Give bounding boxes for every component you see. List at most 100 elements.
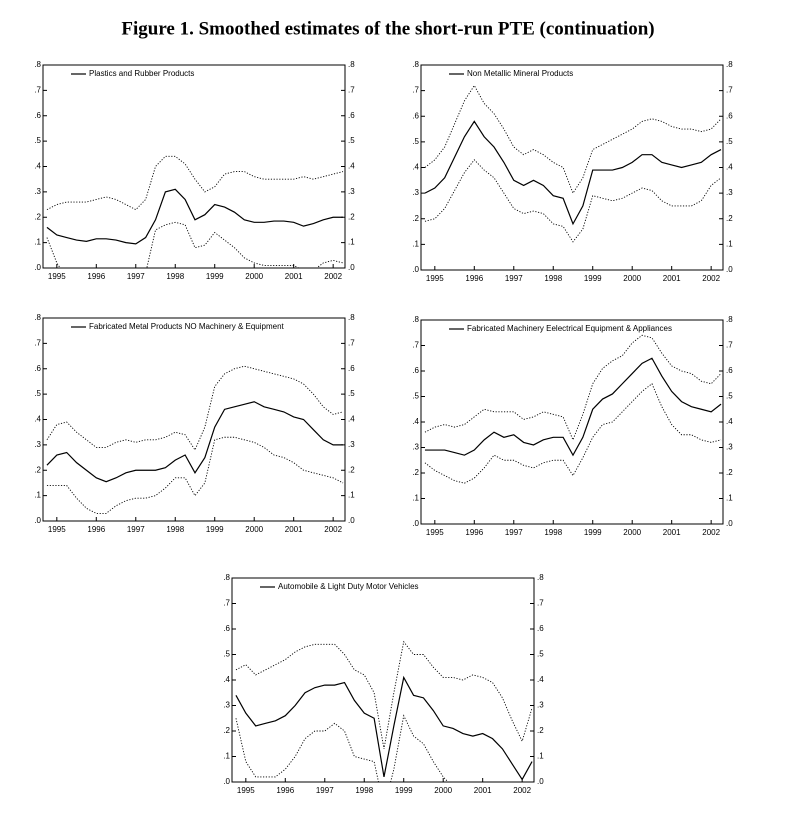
x-tick-label: 1996 <box>276 786 294 795</box>
y2-tick-label: .8 <box>726 60 733 69</box>
y-tick-label: .3 <box>412 443 419 452</box>
y2-tick-label: .1 <box>726 239 733 248</box>
y-tick-label: .1 <box>412 239 419 248</box>
x-tick-label: 1997 <box>505 274 523 283</box>
band-line <box>424 159 722 243</box>
y2-tick-label: .5 <box>348 136 355 145</box>
y-tick-label: .0 <box>223 777 230 786</box>
x-tick-label: 2002 <box>324 272 342 281</box>
y-tick-label: .8 <box>223 573 230 582</box>
x-tick-label: 1998 <box>544 274 562 283</box>
y2-tick-label: .2 <box>537 726 544 735</box>
panel: .0 .1 .2 .3 .4 .5 .6 .7 .8 .0 .1 .2 .3 .4 .5 .6 .7 .8 1995… <box>412 60 733 283</box>
y-tick-label: .0 <box>34 516 41 525</box>
x-tick-label: 1995 <box>426 274 444 283</box>
y-tick-label: .4 <box>34 162 41 171</box>
band-line <box>46 436 344 514</box>
y-tick-label: .4 <box>223 675 230 684</box>
y-tick-label: .6 <box>223 624 230 633</box>
y2-tick-label: .5 <box>726 392 733 401</box>
panel: .0 .1 .2 .3 .4 .5 .6 .7 .8 .0 .1 .2 .3 .4 .5 .6 .7 .8 1995… <box>412 315 733 537</box>
x-tick-label: 2000 <box>245 272 263 281</box>
y-tick-label: .0 <box>412 265 419 274</box>
y2-tick-label: .8 <box>348 313 355 322</box>
legend-label: Fabricated Machinery Eelectrical Equipme… <box>467 324 672 333</box>
y-tick-label: .8 <box>34 60 41 69</box>
plot-frame <box>231 577 535 783</box>
x-tick-label: 2001 <box>663 528 681 537</box>
y2-tick-label: .1 <box>537 752 544 761</box>
x-tick-label: 2002 <box>702 274 720 283</box>
y2-tick-label: .3 <box>726 443 733 452</box>
y2-tick-label: .6 <box>537 624 544 633</box>
y-tick-label: .3 <box>34 187 41 196</box>
y-tick-label: .5 <box>223 650 230 659</box>
x-tick-label: 1999 <box>584 274 602 283</box>
y2-tick-label: .4 <box>348 162 355 171</box>
y2-tick-label: .3 <box>348 440 355 449</box>
legend-label: Plastics and Rubber Products <box>89 69 194 78</box>
y2-tick-label: .3 <box>348 187 355 196</box>
x-tick-label: 2002 <box>702 528 720 537</box>
y2-tick-label: .6 <box>348 364 355 373</box>
y-tick-label: .6 <box>34 364 41 373</box>
legend-label: Non Metallic Mineral Products <box>467 69 573 78</box>
x-tick-label: 1996 <box>465 274 483 283</box>
y2-tick-label: .7 <box>537 599 544 608</box>
y2-tick-label: .3 <box>726 188 733 197</box>
x-tick-label: 2000 <box>623 528 641 537</box>
x-tick-label: 2000 <box>623 274 641 283</box>
y2-tick-label: .1 <box>726 494 733 503</box>
x-tick-label: 2001 <box>474 786 492 795</box>
y-tick-label: .1 <box>34 491 41 500</box>
series-line <box>424 120 722 226</box>
plot-frame <box>420 64 724 271</box>
y-tick-label: .6 <box>34 111 41 120</box>
panel: .0 .1 .2 .3 .4 .5 .6 .7 .8 .0 .1 .2 .3 .4 .5 .6 .7 .8 1995… <box>223 573 544 795</box>
x-tick-label: 1996 <box>465 528 483 537</box>
y2-tick-label: .0 <box>537 777 544 786</box>
x-tick-label: 2002 <box>513 786 531 795</box>
y2-tick-label: .0 <box>726 265 733 274</box>
x-tick-label: 1995 <box>237 786 255 795</box>
y-tick-label: .8 <box>412 315 419 324</box>
y2-tick-label: .7 <box>348 338 355 347</box>
x-tick-label: 2001 <box>285 525 303 534</box>
y-tick-label: .7 <box>34 338 41 347</box>
y2-tick-label: .2 <box>726 214 733 223</box>
y2-tick-label: .7 <box>348 85 355 94</box>
x-tick-label: 1997 <box>127 272 145 281</box>
y-tick-label: .5 <box>412 392 419 401</box>
y2-tick-label: .5 <box>726 137 733 146</box>
plot-frame <box>420 319 724 525</box>
y-tick-label: .7 <box>412 86 419 95</box>
y2-tick-label: .6 <box>726 111 733 120</box>
y-tick-label: .0 <box>34 263 41 272</box>
x-tick-label: 2002 <box>324 525 342 534</box>
band-line <box>46 155 344 211</box>
x-tick-label: 1998 <box>166 272 184 281</box>
figure-title: Figure 1. Smoothed estimates of the shor… <box>121 18 654 39</box>
x-tick-label: 1999 <box>395 786 413 795</box>
series-line <box>46 401 344 483</box>
x-tick-label: 1996 <box>87 525 105 534</box>
y2-tick-label: .4 <box>537 675 544 684</box>
y2-tick-label: .0 <box>348 263 355 272</box>
x-tick-label: 1997 <box>127 525 145 534</box>
x-tick-label: 1996 <box>87 272 105 281</box>
y-tick-label: .5 <box>34 389 41 398</box>
y-tick-label: .5 <box>34 136 41 145</box>
x-tick-label: 1999 <box>584 528 602 537</box>
y-tick-label: .3 <box>223 701 230 710</box>
y-tick-label: .2 <box>34 212 41 221</box>
x-tick-label: 1999 <box>206 272 224 281</box>
band-line <box>424 84 722 195</box>
y-tick-label: .4 <box>412 417 419 426</box>
y2-tick-label: .0 <box>726 519 733 528</box>
x-tick-label: 2000 <box>434 786 452 795</box>
band-line <box>46 365 344 451</box>
y-tick-label: .7 <box>34 85 41 94</box>
x-tick-label: 1997 <box>505 528 523 537</box>
